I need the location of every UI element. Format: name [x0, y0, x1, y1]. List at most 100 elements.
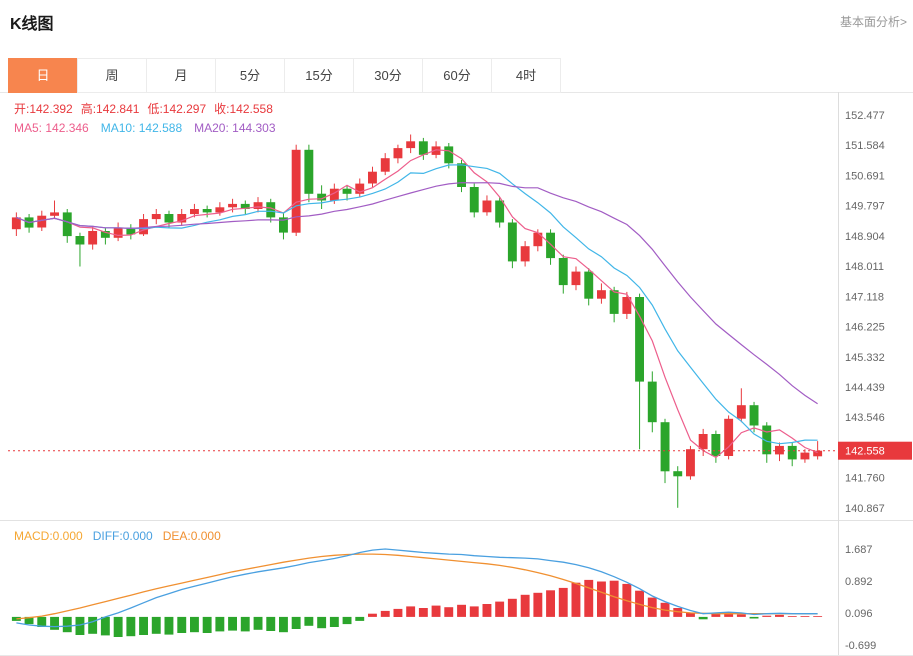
candle: [736, 388, 746, 423]
candle: [775, 442, 784, 462]
macd-bar: [444, 607, 454, 617]
candle: [558, 254, 568, 294]
candle: [380, 153, 390, 176]
open-value: 开:142.392: [14, 102, 73, 116]
tab-day[interactable]: 日: [8, 58, 78, 93]
macd-bar: [406, 606, 416, 617]
macd-bar: [736, 614, 746, 617]
macd-bar: [177, 616, 187, 633]
y-axis-tick-label: 152.477: [845, 110, 885, 122]
candle: [368, 166, 377, 187]
candle: [609, 286, 619, 323]
macd-bar: [88, 616, 98, 634]
tab-15min[interactable]: 15分: [284, 58, 354, 93]
diff-line: [16, 548, 818, 628]
macd-bar: [11, 616, 21, 621]
macd-bar: [698, 616, 708, 620]
candle: [342, 185, 352, 201]
macd-bar: [533, 592, 543, 617]
candle: [800, 449, 810, 463]
candle: [11, 212, 21, 236]
candle: [546, 229, 555, 265]
macd-tick-label: -0.699: [845, 640, 876, 652]
candle: [469, 183, 479, 218]
y-axis-tick-label: 146.225: [845, 322, 885, 334]
main-candlestick-chart[interactable]: 152.477 151.584 150.691 149.797 148.904 148.0…: [0, 92, 913, 520]
macd-bar: [113, 616, 123, 637]
macd-bar: [355, 616, 365, 621]
candle: [673, 466, 683, 508]
candle: [240, 200, 250, 214]
candle: [113, 222, 123, 242]
macd-bar: [724, 612, 734, 617]
macd-bar: [342, 616, 352, 625]
y-axis-tick-label: 140.867: [845, 503, 885, 515]
candle: [444, 143, 454, 169]
candle: [50, 200, 59, 220]
y-axis-tick-label: 143.546: [845, 412, 885, 424]
candle: [749, 401, 759, 433]
macd-bar: [507, 598, 517, 617]
candle: [228, 198, 237, 213]
y-axis-labels: 152.477 151.584 150.691 149.797 148.904 148.0…: [845, 110, 885, 515]
candle: [24, 214, 34, 233]
candle: [393, 144, 403, 164]
candle: [406, 134, 416, 154]
macd-bar: [317, 616, 327, 629]
macd-bar: [240, 616, 250, 632]
macd-bar: [673, 608, 683, 617]
macd-bar: [62, 616, 72, 633]
current-price-tag: 142.558: [838, 441, 912, 460]
candles-layer: [11, 134, 823, 508]
tab-60min[interactable]: 60分: [422, 58, 492, 93]
macd-bar: [37, 616, 47, 627]
macd-tick-label: 0.892: [845, 576, 873, 588]
candle: [100, 227, 110, 245]
candle: [597, 283, 606, 304]
ma-lines-layer: [16, 149, 818, 459]
macd-chart[interactable]: 1.687 0.892 0.096 -0.699: [0, 520, 913, 656]
candle: [622, 291, 632, 319]
close-value: 收:142.558: [214, 102, 273, 116]
ma10-line: [16, 164, 818, 445]
macd-bar: [787, 616, 797, 617]
candle: [635, 293, 644, 450]
tab-week[interactable]: 周: [77, 58, 147, 93]
macd-bar: [775, 614, 784, 617]
macd-bar: [495, 601, 505, 617]
macd-bar: [50, 616, 59, 630]
macd-bar: [457, 604, 466, 617]
macd-bar: [380, 610, 390, 617]
y-axis-tick-label: 151.584: [845, 140, 885, 152]
macd-bar: [202, 616, 212, 633]
tab-month[interactable]: 月: [146, 58, 216, 93]
fundamental-analysis-link[interactable]: 基本面分析>: [839, 15, 907, 29]
dea-value: DEA:0.000: [162, 529, 221, 543]
macd-bar: [279, 616, 288, 633]
candle: [317, 185, 327, 209]
macd-bar: [190, 616, 199, 633]
tab-4hour[interactable]: 4时: [491, 58, 561, 93]
candle: [62, 209, 72, 243]
macd-bar: [393, 608, 403, 617]
high-value: 高:142.841: [80, 102, 140, 116]
candle: [507, 219, 517, 269]
candle: [355, 178, 365, 198]
ma5-value: MA5: 142.346: [14, 121, 89, 135]
macd-bar: [762, 615, 772, 617]
macd-bar: [164, 616, 174, 635]
y-axis-tick-label: 144.439: [845, 382, 885, 394]
tab-30min[interactable]: 30分: [353, 58, 423, 93]
candle: [698, 428, 708, 456]
low-value: 低:142.297: [147, 102, 207, 116]
macd-bar: [431, 605, 441, 617]
y-axis-tick-label: 147.118: [845, 291, 884, 303]
timeframe-tabs: 日周月 5分 15分 30分 60分 4时: [8, 58, 561, 93]
ma10-value: MA10: 142.588: [100, 121, 183, 135]
macd-bar: [546, 590, 555, 617]
candle: [482, 195, 492, 216]
tab-5min[interactable]: 5分: [215, 58, 285, 93]
candle: [75, 232, 85, 267]
macd-bar: [520, 594, 530, 617]
macd-bar: [571, 582, 581, 617]
